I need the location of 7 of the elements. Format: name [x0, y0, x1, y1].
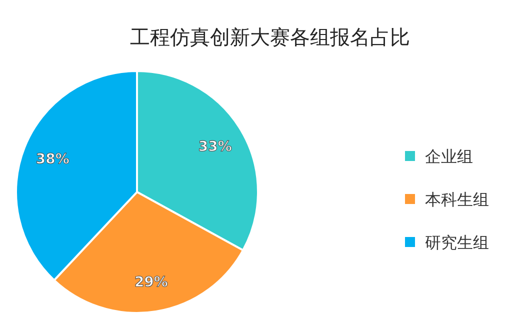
legend-label: 本科生组	[425, 190, 489, 209]
data-label: 38%	[36, 152, 70, 168]
chart-title: 工程仿真创新大赛各组报名占比	[130, 25, 410, 49]
legend-label: 研究生组	[425, 233, 489, 252]
legend-label: 企业组	[425, 147, 473, 166]
data-label: 33%	[198, 138, 232, 155]
data-label: 29%	[134, 274, 168, 291]
